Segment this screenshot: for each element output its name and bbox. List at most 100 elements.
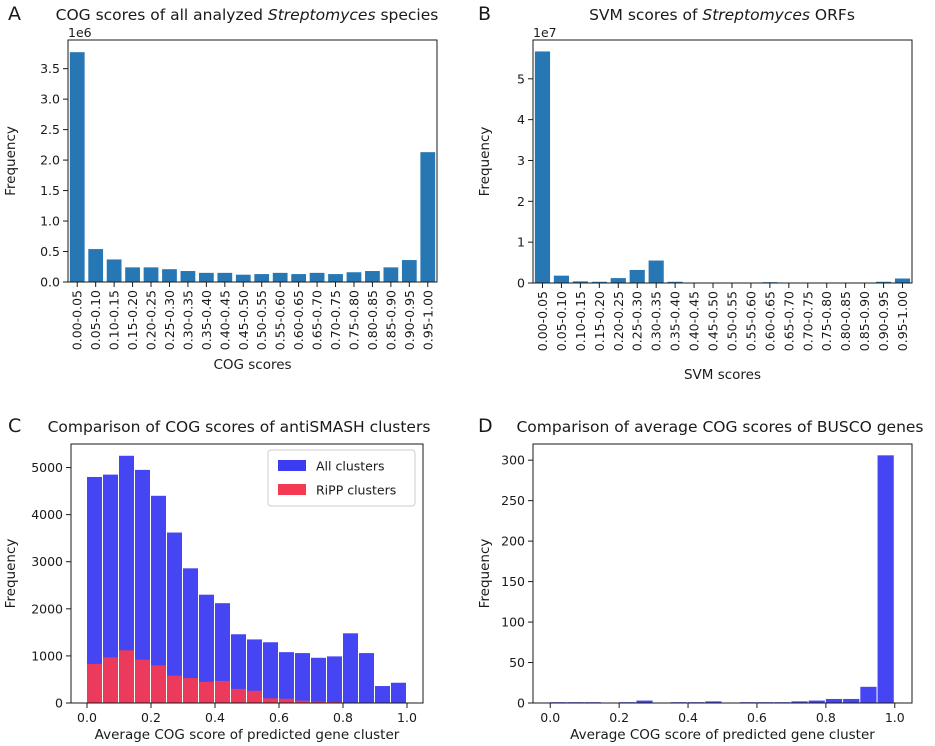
xtick-label-a: 0.75-0.80 bbox=[346, 290, 361, 350]
ytick-label-b: 2 bbox=[517, 194, 525, 209]
plot-frame-b bbox=[532, 39, 913, 284]
panel-letter-a: A bbox=[8, 3, 21, 25]
y-axis-label-b: Frequency bbox=[477, 127, 493, 197]
bar-c-secondary bbox=[311, 701, 326, 703]
ytick-label-c: 4000 bbox=[31, 507, 63, 522]
bar-b bbox=[553, 275, 570, 283]
chart-c: 0 1000 2000 3000 4000 5000 0.0 0.2 0.4 0.6 0.8 1.0 A… bbox=[3, 443, 424, 743]
bar-c-primary bbox=[343, 633, 358, 703]
xtick-label-c: 0.2 bbox=[141, 710, 161, 725]
bar-c-secondary bbox=[87, 663, 102, 703]
xtick-label-b: 0.90-0.95 bbox=[876, 291, 891, 351]
xtick-label-b: 0.00-0.05 bbox=[535, 291, 550, 351]
bar-d-primary bbox=[825, 698, 843, 703]
ytick-label-b: 1 bbox=[517, 235, 525, 250]
xtick-label-b: 0.60-0.65 bbox=[762, 291, 777, 351]
bar-c-secondary bbox=[263, 698, 278, 703]
xtick-label-b: 0.20-0.25 bbox=[611, 291, 626, 351]
panel-letter-c: C bbox=[8, 415, 21, 437]
bar-c-primary bbox=[375, 686, 390, 703]
bar-c-secondary bbox=[103, 657, 118, 703]
plot-frame-a bbox=[67, 39, 438, 283]
bar-a bbox=[88, 249, 104, 282]
ytick-label-a: 3.5 bbox=[40, 61, 60, 76]
chart-a: 0.0 0.5 1.0 1.5 2.0 2.5 3.0 3.5 0.00-0.05 0.05-0.… bbox=[3, 25, 438, 373]
bar-b bbox=[534, 51, 551, 283]
plot-frame-c bbox=[70, 443, 424, 704]
bar-d-primary bbox=[791, 701, 808, 703]
chart-d: 0 50 100 150 200 250 300 0.0 0.2 0.4 0.6 0.8 1.0 Aver… bbox=[477, 443, 913, 743]
ytick-label-d: 200 bbox=[501, 534, 525, 549]
xtick-label-c: 0.6 bbox=[269, 710, 289, 725]
ytick-label-d: 300 bbox=[501, 453, 525, 468]
bar-c-secondary bbox=[295, 700, 310, 703]
bar-d-primary bbox=[860, 686, 877, 703]
axis-multiplier-b: 1e7 bbox=[533, 25, 557, 40]
chart-title-d: Comparison of average COG scores of BUSC… bbox=[516, 418, 923, 436]
x-axis-label-d: Average COG score of predicted gene clus… bbox=[570, 727, 875, 743]
xtick-label-c: 0.0 bbox=[77, 710, 97, 725]
bar-a bbox=[291, 274, 307, 282]
xtick-label-b: 0.05-0.10 bbox=[554, 291, 569, 351]
ytick-label-d: 0 bbox=[517, 696, 525, 711]
xtick-label-a: 0.70-0.75 bbox=[328, 290, 343, 350]
bar-a bbox=[309, 272, 325, 282]
bar-c-secondary bbox=[231, 688, 246, 703]
plot-frame-d bbox=[532, 443, 913, 704]
xtick-label-a: 0.90-0.95 bbox=[402, 290, 417, 350]
xtick-label-d: 0.8 bbox=[816, 710, 836, 725]
ytick-label-a: 2.0 bbox=[40, 153, 60, 168]
chart-title-a: COG scores of all analyzed Streptomyces … bbox=[56, 6, 439, 24]
x-axis-label-b: SVM scores bbox=[684, 367, 761, 383]
ytick-label-a: 2.5 bbox=[40, 122, 60, 137]
xtick-label-a: 0.00-0.05 bbox=[70, 290, 85, 350]
bar-c-primary bbox=[103, 474, 118, 703]
bar-c-primary bbox=[167, 532, 182, 703]
bar-c-primary bbox=[279, 652, 294, 703]
bar-a bbox=[383, 267, 399, 282]
bar-c-primary bbox=[247, 639, 262, 703]
xtick-label-a: 0.35-0.40 bbox=[199, 290, 214, 350]
xtick-label-b: 0.95-1.00 bbox=[895, 291, 910, 351]
bar-b bbox=[667, 281, 683, 283]
bar-d-primary bbox=[843, 698, 860, 703]
xtick-label-b: 0.15-0.20 bbox=[592, 291, 607, 351]
bar-a bbox=[162, 269, 177, 282]
xtick-label-b: 0.85-0.90 bbox=[857, 291, 872, 351]
xtick-label-d: 1.0 bbox=[885, 710, 905, 725]
bar-c-secondary bbox=[135, 659, 150, 703]
bar-c-primary bbox=[263, 642, 278, 703]
ytick-label-d: 50 bbox=[509, 655, 525, 670]
bar-c-primary bbox=[119, 455, 134, 703]
legend-swatch-c bbox=[278, 484, 306, 495]
xtick-label-b: 0.75-0.80 bbox=[819, 291, 834, 351]
legend-c: All clusters RiPP clusters bbox=[267, 449, 416, 507]
bar-c-secondary bbox=[279, 698, 294, 703]
bar-b bbox=[591, 281, 607, 283]
xtick-label-b: 0.80-0.85 bbox=[838, 291, 853, 351]
xtick-label-b: 0.25-0.30 bbox=[630, 291, 645, 351]
xtick-label-d: 0.0 bbox=[540, 710, 560, 725]
bar-c-primary bbox=[151, 495, 166, 703]
bar-a bbox=[365, 271, 380, 282]
ytick-label-a: 1.5 bbox=[40, 183, 60, 198]
ytick-label-d: 250 bbox=[501, 493, 525, 508]
bar-a bbox=[143, 267, 159, 282]
xtick-label-c: 0.4 bbox=[205, 710, 225, 725]
xtick-label-b: 0.30-0.35 bbox=[649, 291, 664, 351]
ytick-label-d: 150 bbox=[501, 574, 525, 589]
bar-d-primary bbox=[705, 701, 722, 703]
xtick-label-a: 0.85-0.90 bbox=[383, 290, 398, 350]
bar-c-primary bbox=[135, 469, 150, 703]
x-axis-label-c: Average COG score of predicted gene clus… bbox=[95, 727, 400, 743]
ytick-label-c: 1000 bbox=[31, 648, 63, 663]
bar-d-primary bbox=[877, 455, 894, 703]
xtick-label-b: 0.35-0.40 bbox=[668, 291, 683, 351]
ytick-label-b: 0 bbox=[517, 276, 525, 291]
bar-d-primary bbox=[636, 700, 653, 703]
y-axis-label-c: Frequency bbox=[3, 539, 19, 609]
xtick-label-b: 0.50-0.55 bbox=[724, 291, 739, 351]
xtick-label-a: 0.95-1.00 bbox=[420, 290, 435, 350]
xtick-label-b: 0.40-0.45 bbox=[687, 291, 702, 351]
